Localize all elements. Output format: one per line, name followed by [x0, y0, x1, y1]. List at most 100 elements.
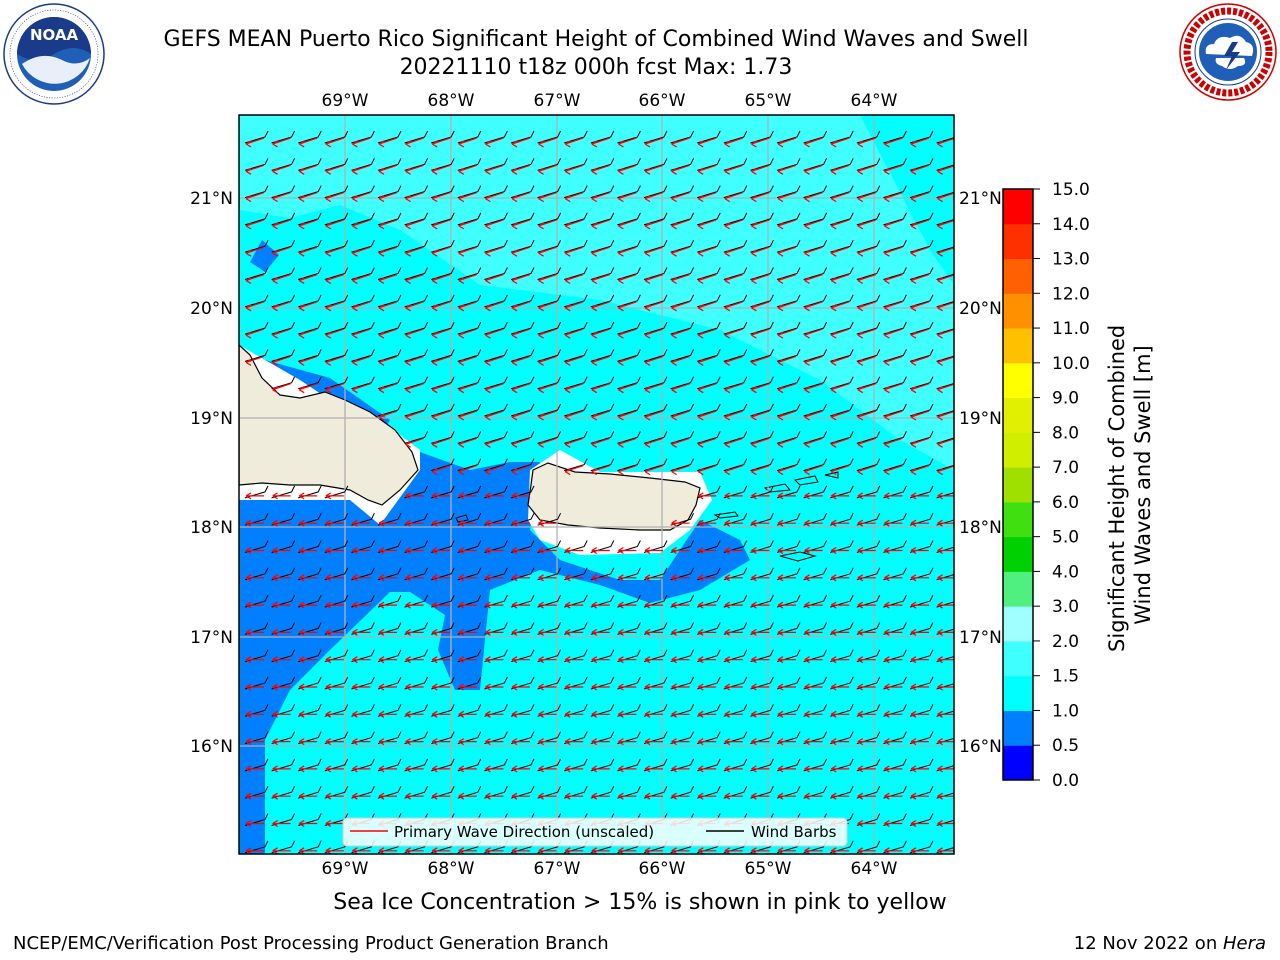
wave-direction-arrow	[884, 683, 903, 691]
wave-direction-arrow	[245, 273, 265, 285]
wave-direction-arrow	[751, 683, 770, 691]
wave-direction-arrow	[618, 792, 637, 800]
wave-direction-arrow	[378, 574, 397, 582]
colorbar-tick-label: 1.5	[1052, 667, 1079, 687]
wind-barb	[537, 349, 562, 362]
wave-direction-arrow	[724, 628, 743, 636]
colorbar-tick-label: 3.0	[1052, 597, 1079, 617]
wind-barb	[510, 294, 535, 308]
wave-direction-arrow	[751, 328, 770, 339]
wave-direction-arrow	[644, 137, 664, 148]
wave-direction-arrow	[378, 683, 397, 691]
wave-direction-arrow	[777, 137, 797, 148]
wind-barb	[537, 321, 562, 335]
wind-barb	[537, 212, 562, 226]
wave-direction-arrow	[857, 819, 876, 828]
wave-direction-arrow	[352, 273, 371, 285]
wave-direction-arrow	[405, 410, 424, 421]
wave-direction-arrow	[485, 246, 504, 257]
colorbar-swatch	[1003, 536, 1033, 572]
wave-direction-arrow	[697, 492, 717, 500]
wave-direction-arrow	[272, 628, 291, 636]
wind-barb	[377, 349, 402, 362]
wave-direction-arrow	[697, 219, 717, 230]
wind-barb	[510, 130, 535, 144]
wave-direction-arrow	[671, 273, 690, 285]
wave-direction-arrow	[485, 383, 504, 394]
wave-direction-arrow	[751, 574, 770, 582]
wave-direction-arrow	[910, 301, 930, 312]
wave-direction-arrow	[884, 328, 903, 339]
wave-direction-arrow	[884, 819, 903, 828]
colorbar-tick-label: 4.0	[1052, 562, 1079, 582]
wind-barb	[537, 185, 562, 199]
wave-direction-arrow	[591, 765, 610, 773]
wind-barb	[351, 321, 375, 335]
wave-direction-arrow	[857, 765, 876, 773]
wind-barb	[564, 376, 588, 390]
colorbar-tick-label: 14.0	[1052, 215, 1090, 235]
wave-direction-arrow	[458, 164, 477, 175]
wind-barb	[643, 431, 668, 444]
wind-barb	[830, 267, 854, 280]
footer-host: Hera	[1222, 933, 1266, 954]
wind-barb	[457, 212, 482, 226]
wind-barb	[617, 212, 641, 226]
wave-direction-arrow	[378, 219, 398, 230]
wave-direction-arrow	[804, 273, 823, 285]
wave-direction-arrow	[724, 574, 743, 582]
wave-direction-arrow	[538, 328, 557, 339]
wave-direction-arrow	[777, 738, 796, 746]
wave-direction-arrow	[671, 137, 690, 148]
lon-labels-bottom: 69°W 68°W 67°W 66°W 65°W 64°W	[322, 859, 898, 879]
wave-direction-arrow	[724, 137, 743, 148]
wave-direction-arrow	[431, 301, 451, 312]
vector-field	[244, 130, 954, 854]
colorbar-tick-label: 5.0	[1052, 528, 1079, 548]
wave-direction-arrow	[405, 601, 424, 609]
wind-barb	[564, 239, 588, 253]
wind-barb	[723, 403, 748, 417]
wind-barb	[830, 403, 854, 417]
wave-direction-arrow	[804, 328, 823, 339]
wind-barb	[404, 431, 429, 444]
wind-barb	[830, 294, 854, 308]
lon-label: 68°W	[428, 91, 475, 111]
wind-barb	[484, 294, 508, 308]
wave-direction-arrow	[777, 355, 797, 366]
wave-direction-arrow	[618, 437, 637, 448]
wave-direction-arrow	[378, 656, 397, 664]
wave-direction-arrow	[431, 437, 451, 448]
wave-direction-arrow	[910, 219, 930, 230]
wave-direction-arrow	[511, 628, 530, 636]
wave-direction-arrow	[405, 683, 424, 691]
wind-barb	[909, 267, 934, 280]
wave-direction-arrow	[405, 301, 424, 312]
wave-direction-arrow	[777, 437, 797, 448]
wave-direction-arrow	[538, 437, 557, 448]
wave-direction-arrow	[538, 710, 557, 718]
wave-direction-arrow	[724, 328, 743, 339]
wind-barb	[776, 158, 801, 171]
wave-direction-arrow	[884, 273, 903, 285]
wave-direction-arrow	[777, 546, 796, 555]
wave-direction-arrow	[751, 656, 770, 664]
wave-direction-arrow	[591, 383, 610, 394]
wave-direction-arrow	[511, 683, 530, 691]
lon-label: 66°W	[639, 91, 686, 111]
wave-direction-arrow	[511, 546, 530, 555]
wave-height-fill-1_0-1_5-ne	[860, 115, 954, 285]
wave-direction-arrow	[777, 628, 796, 636]
wind-barb	[404, 376, 429, 390]
wind-barb	[431, 130, 455, 144]
wind-barb	[643, 267, 668, 280]
colorbar-swatch	[1003, 675, 1033, 711]
wind-barb	[776, 321, 801, 335]
wind-barb	[564, 212, 588, 226]
wave-direction-arrow	[697, 546, 717, 555]
wave-direction-arrow	[830, 792, 850, 800]
wind-barb	[670, 321, 695, 335]
wave-direction-arrow	[937, 165, 954, 175]
wave-direction-arrow	[804, 383, 823, 394]
map-frame	[238, 114, 955, 855]
